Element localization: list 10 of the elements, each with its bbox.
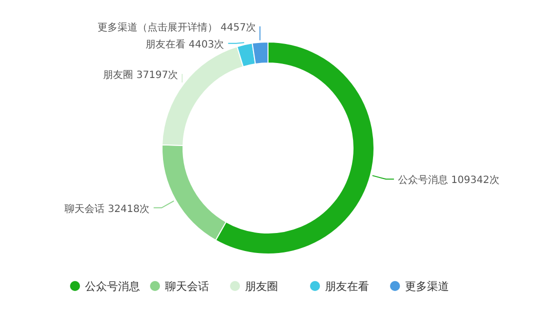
data-label: 公众号消息 109342次	[398, 174, 500, 186]
data-label: 朋友圈 37197次	[103, 70, 178, 81]
legend-label: 朋友圈	[245, 280, 278, 293]
legend-label: 更多渠道	[405, 280, 449, 293]
data-label: 朋友在看 4403次	[146, 38, 224, 50]
legend-label: 聊天会话	[165, 280, 209, 293]
data-label: 更多渠道（点击展开详情） 4457次	[97, 21, 256, 34]
legend-label: 公众号消息	[85, 280, 140, 293]
data-label: 聊天会话 32418次	[64, 202, 150, 215]
legend-label: 朋友在看	[325, 280, 369, 293]
